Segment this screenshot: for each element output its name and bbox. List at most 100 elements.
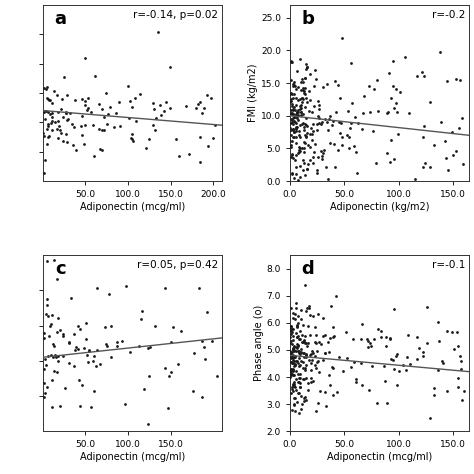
Point — [301, 332, 309, 339]
Point — [293, 322, 301, 330]
Point — [166, 105, 174, 112]
Point — [289, 387, 297, 394]
Point — [287, 126, 295, 133]
Point — [297, 55, 304, 63]
Point — [392, 85, 399, 93]
Point — [294, 332, 302, 339]
Point — [311, 353, 319, 360]
Point — [300, 123, 308, 131]
Point — [443, 387, 451, 394]
Point — [301, 366, 309, 374]
Point — [401, 53, 409, 61]
Point — [108, 322, 115, 330]
Point — [204, 143, 211, 150]
Point — [48, 114, 56, 121]
Point — [295, 116, 302, 123]
Point — [289, 102, 296, 109]
Point — [130, 137, 137, 145]
Point — [46, 322, 54, 330]
Point — [305, 339, 312, 346]
Point — [346, 125, 354, 132]
Point — [295, 146, 303, 154]
Point — [291, 342, 298, 350]
Point — [126, 348, 134, 356]
Point — [297, 357, 305, 365]
Point — [304, 387, 312, 394]
Point — [313, 121, 320, 128]
Point — [290, 362, 298, 369]
Point — [43, 94, 51, 101]
Y-axis label: Phase angle (o): Phase angle (o) — [254, 305, 264, 381]
Point — [301, 131, 309, 139]
Point — [64, 115, 72, 123]
Point — [374, 326, 382, 333]
Point — [303, 130, 311, 137]
Point — [301, 120, 309, 128]
Point — [168, 338, 175, 346]
Point — [289, 381, 297, 389]
Point — [311, 361, 319, 369]
Point — [365, 343, 372, 351]
Point — [67, 294, 74, 301]
Point — [301, 364, 309, 372]
Point — [317, 120, 324, 128]
Point — [76, 325, 83, 333]
Text: r=0.05, p=0.42: r=0.05, p=0.42 — [137, 260, 219, 270]
Point — [319, 314, 327, 321]
Point — [160, 108, 167, 115]
Point — [294, 312, 301, 320]
Point — [63, 116, 71, 124]
Point — [196, 99, 203, 106]
Point — [65, 359, 73, 367]
Point — [287, 389, 295, 396]
Point — [307, 331, 314, 339]
Point — [53, 369, 61, 376]
Point — [294, 342, 302, 350]
Point — [302, 60, 310, 68]
Point — [292, 140, 300, 147]
Point — [384, 109, 392, 116]
Point — [357, 336, 365, 343]
Point — [290, 80, 297, 88]
Point — [314, 153, 321, 161]
Point — [391, 155, 398, 163]
Point — [307, 359, 315, 366]
Point — [156, 101, 164, 109]
Point — [59, 352, 67, 360]
Point — [335, 354, 342, 361]
Point — [344, 107, 352, 115]
Point — [349, 335, 357, 342]
Point — [349, 100, 356, 107]
Point — [288, 109, 296, 117]
Point — [381, 377, 388, 384]
Point — [416, 344, 423, 351]
Point — [63, 109, 70, 117]
Point — [390, 104, 397, 112]
Point — [287, 137, 294, 145]
Point — [296, 173, 303, 181]
Point — [343, 354, 350, 362]
Point — [59, 114, 67, 121]
Point — [360, 92, 367, 100]
Point — [299, 96, 307, 103]
Point — [287, 58, 295, 65]
Point — [302, 352, 310, 359]
Point — [85, 347, 93, 355]
Point — [286, 124, 294, 132]
Point — [293, 344, 301, 351]
Point — [297, 315, 305, 323]
Point — [321, 388, 329, 396]
Point — [331, 164, 338, 171]
Point — [286, 370, 294, 378]
Point — [291, 133, 298, 141]
Point — [46, 133, 53, 140]
Point — [55, 314, 62, 321]
Point — [52, 353, 60, 361]
Point — [81, 140, 88, 147]
Point — [329, 333, 337, 341]
Point — [305, 107, 312, 114]
Point — [289, 336, 297, 344]
Point — [288, 153, 295, 161]
Point — [297, 104, 305, 111]
Point — [289, 371, 296, 378]
